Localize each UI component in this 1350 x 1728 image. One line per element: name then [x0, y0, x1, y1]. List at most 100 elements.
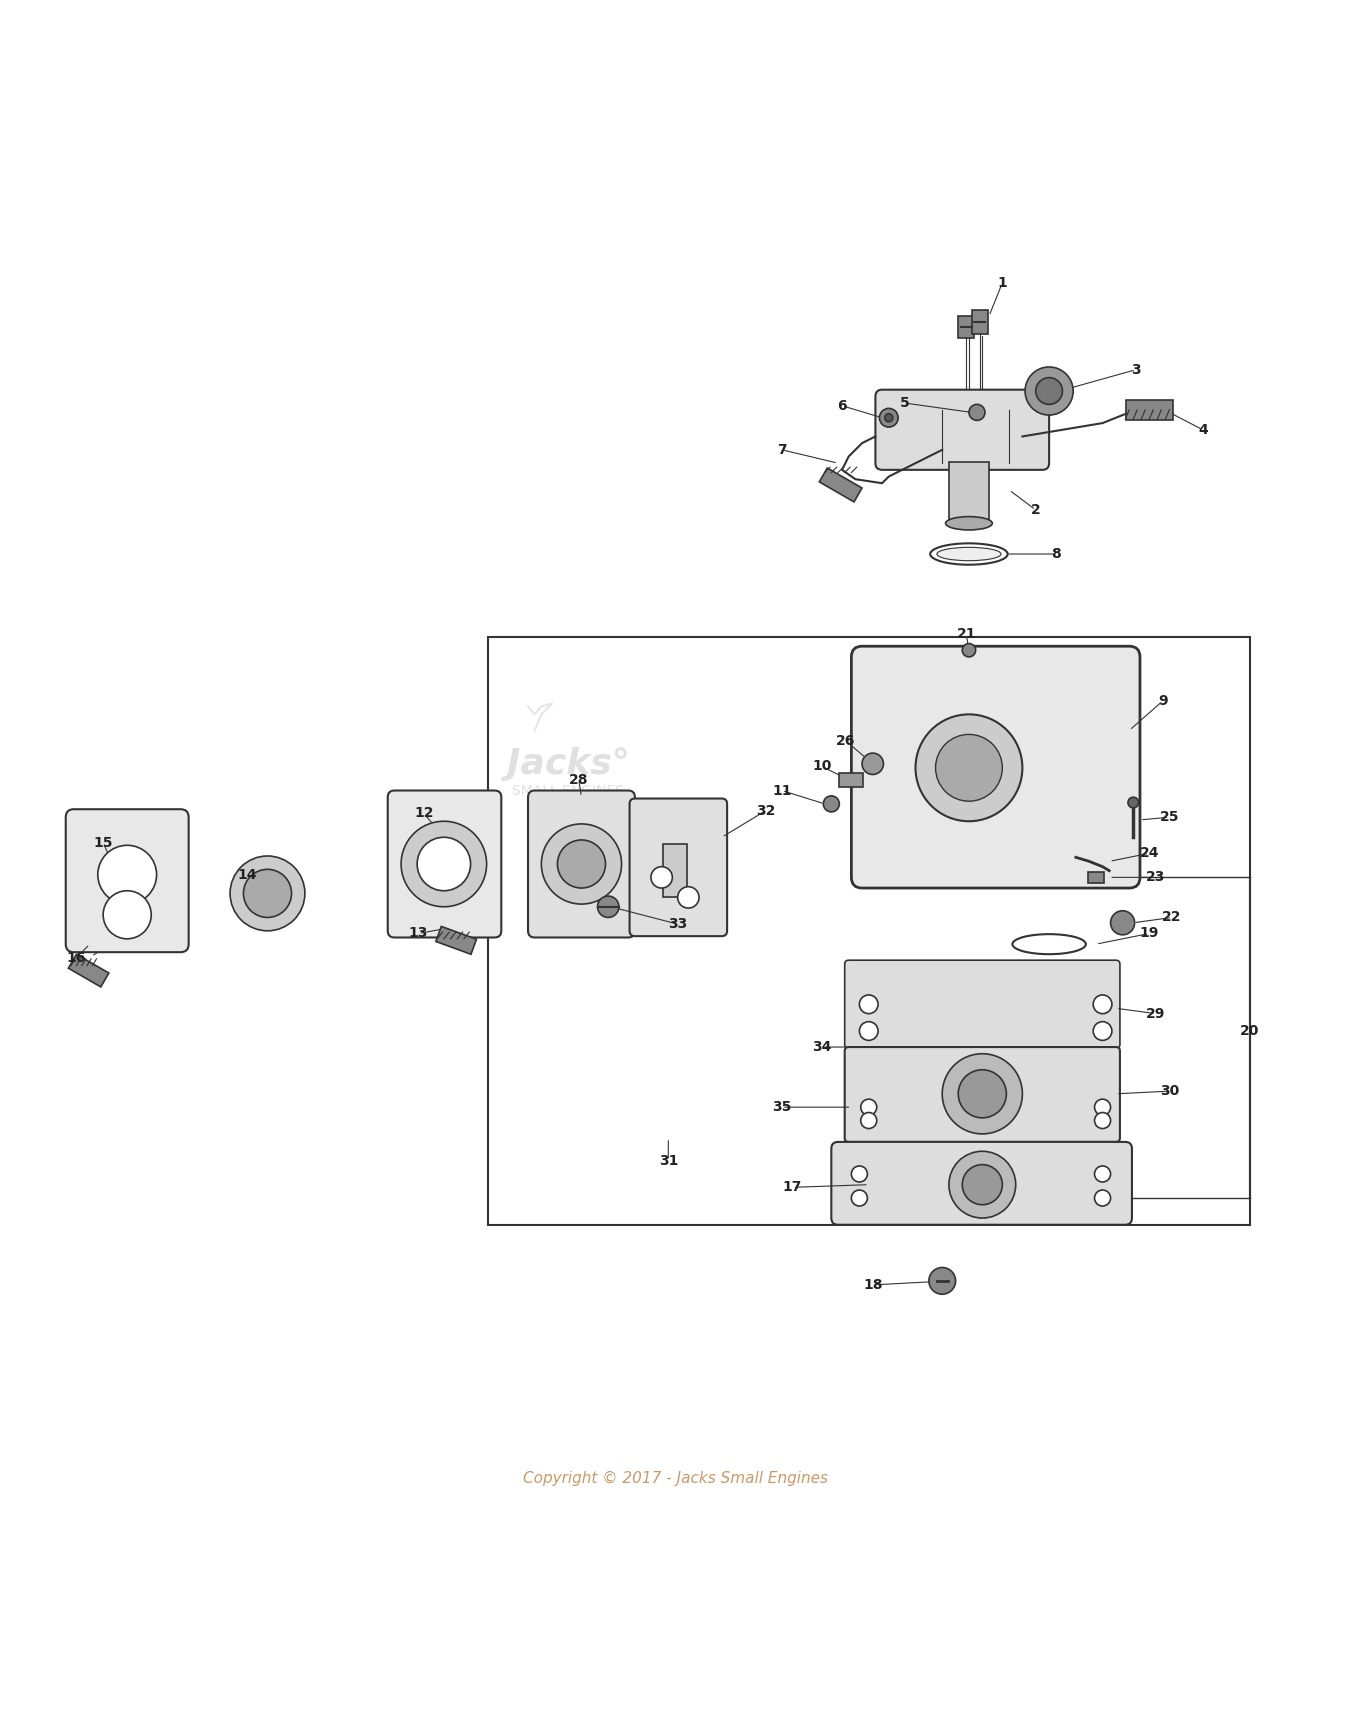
Text: 24: 24 — [1139, 847, 1160, 861]
Circle shape — [863, 753, 883, 774]
Bar — [663, 843, 687, 897]
Circle shape — [936, 734, 1002, 802]
Ellipse shape — [937, 548, 1000, 560]
Circle shape — [417, 838, 471, 890]
Text: 7: 7 — [778, 442, 787, 456]
Bar — [1088, 873, 1104, 883]
Bar — [819, 468, 863, 501]
Text: 4: 4 — [1197, 423, 1208, 437]
Text: Copyright © 2017 - Jacks Small Engines: Copyright © 2017 - Jacks Small Engines — [522, 1471, 828, 1486]
Circle shape — [915, 714, 1022, 821]
Circle shape — [1035, 378, 1062, 404]
Circle shape — [1094, 995, 1112, 1014]
Bar — [949, 461, 990, 522]
Bar — [436, 926, 477, 954]
Text: 17: 17 — [783, 1180, 802, 1194]
Text: 10: 10 — [813, 760, 832, 774]
Circle shape — [1095, 1099, 1111, 1115]
Circle shape — [969, 404, 986, 420]
Text: 20: 20 — [1239, 1025, 1260, 1039]
Text: 1: 1 — [998, 276, 1007, 290]
FancyBboxPatch shape — [629, 798, 728, 937]
Circle shape — [230, 855, 305, 931]
Text: Jacks°: Jacks° — [506, 746, 629, 781]
Bar — [958, 316, 975, 337]
Text: 8: 8 — [1050, 548, 1061, 562]
Circle shape — [852, 1191, 868, 1206]
Circle shape — [861, 1099, 876, 1115]
Text: 9: 9 — [1158, 695, 1168, 708]
Circle shape — [860, 995, 878, 1014]
Ellipse shape — [945, 517, 992, 530]
Circle shape — [401, 821, 486, 907]
FancyBboxPatch shape — [387, 790, 501, 938]
Text: 35: 35 — [772, 1101, 791, 1115]
FancyBboxPatch shape — [850, 1132, 1115, 1146]
Text: 11: 11 — [772, 783, 791, 798]
Text: 34: 34 — [813, 1040, 832, 1054]
Circle shape — [558, 840, 606, 888]
Text: 32: 32 — [756, 804, 775, 817]
Circle shape — [1095, 1191, 1111, 1206]
Text: 22: 22 — [1162, 911, 1181, 924]
Circle shape — [541, 824, 621, 904]
Circle shape — [824, 797, 840, 812]
Bar — [972, 309, 988, 334]
FancyBboxPatch shape — [845, 1047, 1120, 1142]
FancyBboxPatch shape — [848, 1039, 1118, 1056]
Circle shape — [1111, 911, 1134, 935]
Bar — [69, 954, 109, 987]
Bar — [840, 772, 864, 786]
Circle shape — [879, 408, 898, 427]
Circle shape — [1095, 1166, 1111, 1182]
Circle shape — [678, 886, 699, 909]
Text: 25: 25 — [1160, 810, 1179, 824]
Text: 6: 6 — [837, 399, 846, 413]
Circle shape — [103, 890, 151, 938]
Circle shape — [963, 643, 976, 657]
FancyBboxPatch shape — [852, 646, 1139, 888]
Circle shape — [860, 1021, 878, 1040]
Circle shape — [1025, 366, 1073, 415]
Text: 2: 2 — [1031, 503, 1041, 517]
Circle shape — [852, 1166, 868, 1182]
Text: 3: 3 — [1131, 363, 1141, 377]
Circle shape — [963, 1165, 1002, 1204]
Circle shape — [929, 1268, 956, 1294]
Circle shape — [949, 1151, 1015, 1218]
Circle shape — [1094, 1021, 1112, 1040]
FancyBboxPatch shape — [832, 1142, 1131, 1225]
Circle shape — [598, 897, 618, 918]
Text: 28: 28 — [570, 772, 589, 786]
Text: 29: 29 — [1146, 1007, 1165, 1021]
Text: 31: 31 — [659, 1154, 678, 1168]
FancyBboxPatch shape — [845, 961, 1120, 1049]
Text: 33: 33 — [668, 918, 687, 931]
Text: 12: 12 — [414, 807, 433, 821]
Bar — [487, 638, 1250, 1225]
Circle shape — [942, 1054, 1022, 1134]
Circle shape — [1129, 797, 1138, 809]
Circle shape — [1095, 1113, 1111, 1128]
FancyBboxPatch shape — [66, 809, 189, 952]
Text: 19: 19 — [1139, 926, 1160, 940]
Circle shape — [243, 869, 292, 918]
Text: 18: 18 — [863, 1279, 883, 1293]
Text: 16: 16 — [66, 950, 86, 964]
FancyBboxPatch shape — [528, 790, 634, 938]
Bar — [1126, 399, 1173, 420]
Text: 13: 13 — [409, 926, 428, 940]
Text: 14: 14 — [238, 867, 258, 881]
Circle shape — [97, 845, 157, 904]
Circle shape — [861, 1113, 876, 1128]
Circle shape — [884, 413, 892, 422]
Text: 26: 26 — [837, 734, 856, 748]
Text: 23: 23 — [1146, 871, 1165, 885]
Text: 30: 30 — [1160, 1083, 1179, 1097]
Circle shape — [958, 1070, 1006, 1118]
Text: 21: 21 — [957, 627, 976, 641]
Text: SMALL ENGINES: SMALL ENGINES — [512, 783, 624, 798]
Circle shape — [651, 867, 672, 888]
FancyBboxPatch shape — [875, 391, 1049, 470]
Text: 15: 15 — [93, 836, 113, 850]
